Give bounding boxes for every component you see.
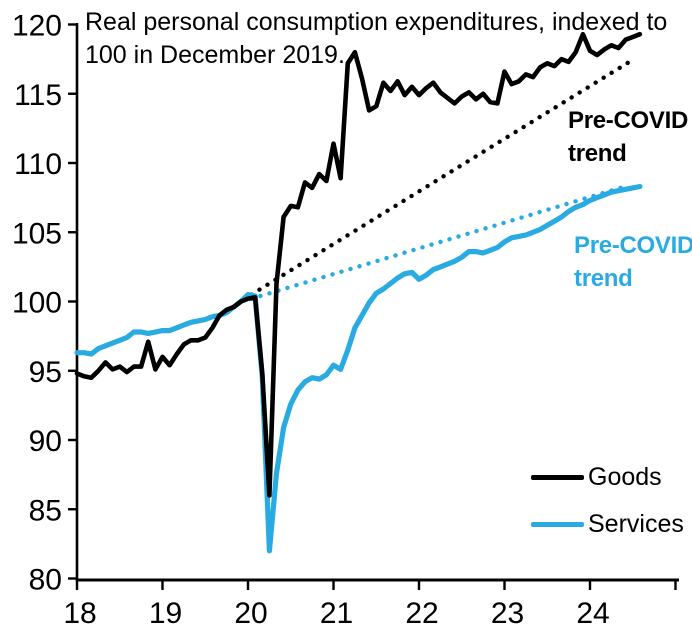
x-axis-tick-label: 19 bbox=[149, 597, 182, 630]
legend-services-label: Services bbox=[588, 510, 684, 538]
x-axis-tick-label: 20 bbox=[234, 597, 267, 630]
services-pre-covid-trend-line bbox=[249, 182, 632, 301]
y-axis-tick-label: 95 bbox=[29, 356, 62, 389]
services-pre-covid-trend-label: Pre-COVID trend bbox=[574, 229, 692, 295]
x-axis-tick-label: 22 bbox=[405, 597, 438, 630]
y-axis-tick-label: 105 bbox=[12, 217, 62, 250]
y-axis-tick-label: 115 bbox=[14, 79, 62, 112]
chart-title-line2: 100 in December 2019. bbox=[85, 41, 345, 69]
chart-title-line1: Real personal consumption expenditures, … bbox=[85, 8, 668, 36]
services-line-swatch bbox=[531, 522, 584, 527]
services-line bbox=[74, 183, 643, 554]
goods-pre-covid-trend-line bbox=[249, 59, 632, 297]
x-axis-tick-label: 21 bbox=[320, 597, 353, 630]
legend-item-goods: Goods bbox=[531, 463, 662, 492]
services-trend-label-line2: trend bbox=[574, 265, 633, 292]
y-axis-tick-label: 110 bbox=[14, 148, 62, 181]
chart-title: Real personal consumption expenditures, … bbox=[85, 6, 689, 72]
legend-goods-label: Goods bbox=[588, 463, 662, 491]
services-trend-label-line1: Pre-COVID bbox=[574, 232, 692, 259]
goods-trend-label-line2: trend bbox=[568, 140, 627, 167]
x-axis-tick-label: 18 bbox=[63, 597, 96, 630]
y-axis-tick-label: 85 bbox=[29, 494, 62, 527]
goods-trend-label-line1: Pre-COVID bbox=[568, 107, 688, 134]
goods-pre-covid-trend-label: Pre-COVID trend bbox=[568, 104, 688, 170]
y-axis-tick-label: 120 bbox=[12, 10, 62, 43]
y-axis-tick-label: 80 bbox=[29, 564, 62, 597]
goods-line bbox=[74, 31, 643, 498]
x-axis-tick-label: 24 bbox=[576, 597, 609, 630]
y-axis-tick-label: 100 bbox=[12, 287, 62, 320]
x-axis-tick-label: 23 bbox=[491, 597, 524, 630]
legend-item-services: Services bbox=[531, 510, 684, 539]
y-axis-tick-label: 90 bbox=[29, 425, 62, 458]
goods-line-swatch bbox=[531, 475, 584, 480]
